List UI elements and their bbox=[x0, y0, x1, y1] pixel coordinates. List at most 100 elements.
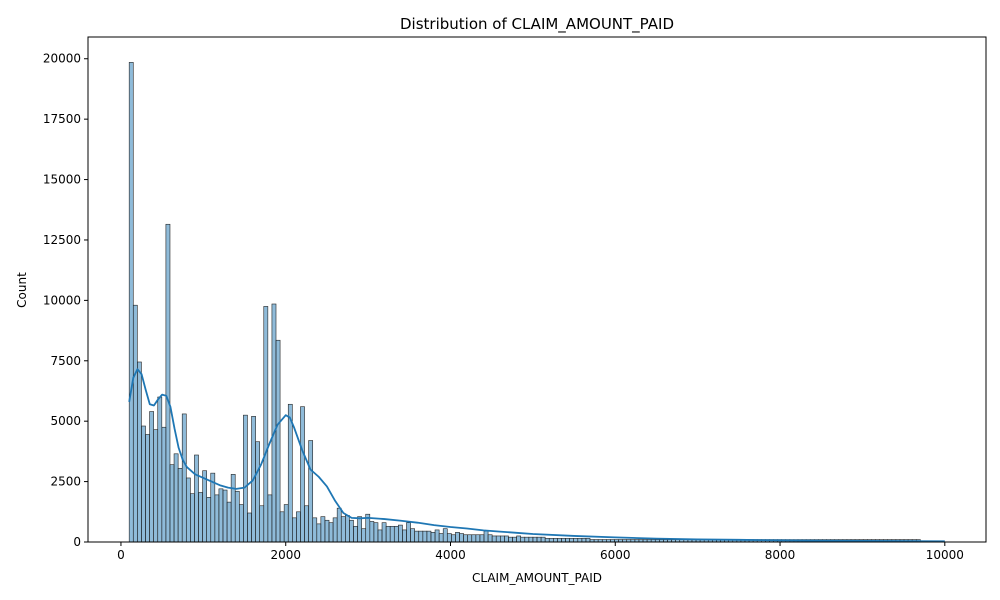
histogram-bar bbox=[308, 440, 314, 543]
histogram-bar bbox=[487, 534, 493, 543]
histogram-bar bbox=[198, 492, 203, 543]
histogram-bar bbox=[402, 529, 407, 543]
x-tick-label: 6000 bbox=[600, 548, 631, 562]
histogram-bar bbox=[569, 538, 574, 543]
y-tick-label: 5000 bbox=[50, 414, 81, 428]
histogram-bar bbox=[573, 538, 579, 543]
histogram-bar bbox=[275, 339, 281, 543]
histogram-bar bbox=[145, 434, 150, 543]
x-axis-title: CLAIM_AMOUNT_PAID bbox=[472, 571, 602, 585]
histogram-bar bbox=[234, 490, 240, 543]
histogram-bar bbox=[336, 507, 342, 543]
histogram-bar bbox=[169, 464, 175, 543]
x-tick-label: 8000 bbox=[765, 548, 796, 562]
histogram-bar bbox=[377, 529, 383, 543]
histogram-bar bbox=[206, 496, 212, 543]
y-tick-label: 15000 bbox=[43, 173, 81, 187]
histogram-bar bbox=[279, 511, 285, 543]
x-axis: 0 2000 4000 6000 8000 10000 bbox=[117, 542, 964, 562]
chart-title: Distribution of CLAIM_AMOUNT_PAID bbox=[400, 15, 674, 34]
histogram-bar bbox=[504, 535, 509, 543]
histogram-bar bbox=[132, 304, 138, 543]
histogram-bar bbox=[393, 525, 399, 543]
histogram-bar bbox=[226, 501, 232, 543]
histogram-bar bbox=[194, 454, 199, 543]
histogram-bar bbox=[263, 306, 269, 543]
histogram-bar bbox=[434, 529, 440, 543]
y-axis: 0 2500 5000 7500 10000 12500 15000 17500 20000 bbox=[43, 52, 88, 549]
histogram-bar bbox=[557, 538, 562, 543]
histogram-bar bbox=[185, 477, 191, 543]
histogram-bar bbox=[239, 504, 244, 543]
histogram-bar bbox=[491, 535, 497, 543]
histogram-bar bbox=[373, 522, 379, 543]
histogram-bar bbox=[173, 453, 179, 543]
histogram-bar bbox=[214, 494, 220, 543]
plot-frame bbox=[87, 36, 987, 543]
histogram-bar bbox=[328, 522, 334, 543]
histogram-bar bbox=[222, 489, 228, 543]
x-tick-label: 10000 bbox=[926, 548, 964, 562]
histogram-bar bbox=[385, 525, 391, 543]
histogram-bar bbox=[267, 494, 273, 543]
histogram-bar bbox=[177, 467, 183, 543]
histogram-bar bbox=[520, 536, 526, 543]
histogram-bar bbox=[287, 403, 293, 543]
histogram-bar bbox=[540, 536, 546, 543]
histogram-bar bbox=[345, 515, 350, 543]
histogram-bar bbox=[283, 504, 289, 543]
x-tick-label: 2000 bbox=[270, 548, 301, 562]
histogram-bar bbox=[202, 470, 207, 543]
histogram-bar bbox=[332, 517, 338, 543]
kde-curve bbox=[128, 368, 945, 543]
histogram-bar bbox=[410, 528, 415, 543]
histogram-bar bbox=[524, 536, 530, 543]
histogram-bar bbox=[455, 532, 460, 543]
histogram-bar bbox=[300, 406, 305, 543]
y-tick-label: 12500 bbox=[43, 233, 81, 247]
y-tick-label: 0 bbox=[73, 535, 81, 549]
histogram-bar bbox=[548, 538, 554, 543]
bars-layer bbox=[128, 62, 921, 543]
y-tick-label: 7500 bbox=[50, 354, 81, 368]
histogram-bar bbox=[165, 223, 171, 543]
histogram-bar bbox=[389, 525, 395, 543]
histogram-bar bbox=[247, 512, 252, 543]
histogram-bar bbox=[561, 538, 566, 543]
histogram-bar bbox=[512, 536, 517, 543]
histogram-bar bbox=[128, 62, 134, 543]
histogram-bar bbox=[438, 533, 444, 543]
histogram-bar bbox=[381, 522, 387, 543]
histogram-bar bbox=[414, 530, 420, 543]
histogram-bar bbox=[190, 493, 195, 543]
histogram-bar bbox=[157, 396, 163, 543]
histogram-bar bbox=[320, 516, 326, 543]
x-tick-label: 0 bbox=[117, 548, 125, 562]
histogram-bar bbox=[422, 530, 428, 543]
histogram-bar bbox=[426, 530, 432, 543]
histogram-bar bbox=[528, 536, 534, 543]
histogram-bar bbox=[161, 426, 167, 543]
y-tick-label: 20000 bbox=[43, 52, 81, 66]
histogram-bar bbox=[544, 538, 550, 543]
histogram-bar bbox=[361, 528, 367, 543]
histogram-bar bbox=[516, 535, 521, 543]
histogram-bar bbox=[181, 413, 187, 543]
histogram-bar bbox=[304, 505, 309, 543]
histogram-bar bbox=[532, 536, 538, 543]
histogram-bar bbox=[581, 538, 587, 543]
histogram-bar bbox=[495, 535, 501, 543]
histogram-bar bbox=[218, 488, 224, 543]
histogram-bar bbox=[141, 425, 146, 543]
histogram-bar bbox=[398, 524, 403, 543]
histogram-bar bbox=[137, 361, 142, 543]
histogram-bar bbox=[340, 516, 346, 543]
y-tick-label: 10000 bbox=[43, 293, 81, 307]
histogram-bar bbox=[369, 521, 375, 543]
y-tick-label: 2500 bbox=[50, 475, 81, 489]
histogram-bar bbox=[259, 505, 265, 543]
histogram-bar bbox=[553, 538, 558, 543]
histogram-bar bbox=[475, 534, 481, 543]
